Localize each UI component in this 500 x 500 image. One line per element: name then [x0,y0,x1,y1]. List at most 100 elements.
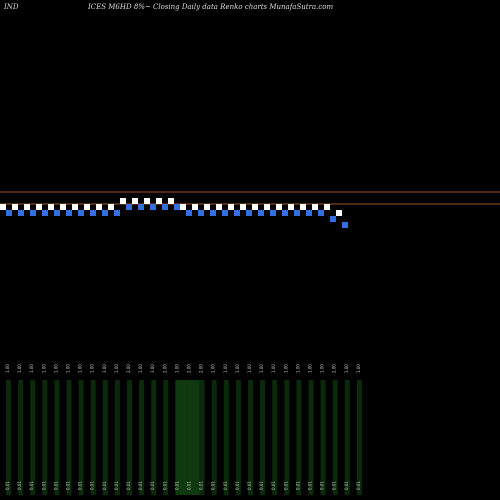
volume-bar [127,380,132,495]
brick-value-label: 1.00 [5,364,10,373]
renko-brick-down [342,222,348,228]
volume-label: 0.01 [235,481,240,490]
brick-value-label: 1.00 [78,364,83,373]
volume-layer: 1.00 0.01 1.00 0.01 1.00 0.01 1.00 0.01 1.00 0.01… [5,364,362,495]
brick-value-label: 2.00 [199,364,204,373]
brick-value-label: 1.00 [174,364,179,373]
renko-brick-up [12,204,18,210]
brick-value-label: 1.00 [235,364,240,373]
renko-brick-up [252,204,258,210]
renko-brick-down [114,210,120,216]
volume-bar [18,380,24,495]
brick-value-label: 2.00 [162,364,167,373]
renko-brick-up [36,204,42,210]
volume-label: 0.01 [90,481,95,490]
volume-label: 0.01 [102,481,107,490]
brick-value-label: 2.00 [187,364,192,373]
volume-bar [235,380,241,495]
volume-label: 0.01 [356,481,361,490]
renko-brick-up [156,198,162,204]
brick-value-label: 1.00 [114,364,119,373]
brick-value-label: 1.00 [247,364,252,373]
renko-brick-up [144,198,150,204]
renko-brick-down [246,210,252,216]
renko-brick-up [228,204,234,210]
volume-label: 0.01 [29,481,34,490]
volume-bar [320,380,326,495]
renko-brick-down [126,204,132,210]
volume-label: 0.01 [78,481,83,490]
renko-brick-down [42,210,48,216]
volume-label: 0.01 [295,481,300,490]
volume-label: 0.01 [344,481,349,490]
bricks-layer [0,198,348,228]
renko-brick-up [84,204,90,210]
volume-label: 0.01 [174,481,179,490]
renko-brick-up [312,204,318,210]
renko-brick-down [102,210,108,216]
renko-brick-down [138,204,144,210]
header-left: IND [3,3,19,11]
renko-brick-down [90,210,96,216]
renko-brick-up [120,198,126,204]
volume-bar [90,380,96,495]
brick-value-label: 1.00 [66,364,71,373]
volume-label: 0.01 [66,481,71,490]
volume-bar [54,380,60,495]
renko-brick-down [66,210,72,216]
renko-brick-up [24,204,30,210]
renko-brick-down [282,210,288,216]
brick-value-label: 1.00 [41,364,46,373]
volume-label: 0.01 [187,481,192,490]
volume-bar [139,380,145,495]
brick-value-label: 1.00 [295,364,300,373]
brick-value-label: 1.00 [283,364,288,373]
volume-label: 0.01 [283,481,288,490]
volume-bar [163,380,169,495]
renko-brick-up [132,198,138,204]
volume-label: 0.01 [5,481,10,490]
renko-brick-up [264,204,270,210]
renko-brick-down [198,210,204,216]
volume-bar [78,380,84,495]
renko-brick-down [294,210,300,216]
brick-value-label: 1.00 [259,364,264,373]
volume-label: 0.01 [259,481,264,490]
volume-bar [6,380,11,495]
renko-brick-up [168,198,174,204]
volume-label: 0.01 [223,481,228,490]
renko-brick-up [180,204,186,210]
renko-brick-down [150,204,156,210]
volume-bar [42,380,48,495]
renko-brick-down [6,210,12,216]
volume-bar [284,380,290,495]
volume-bar [187,380,200,495]
volume-bar [296,380,302,495]
renko-brick-up [336,210,342,216]
renko-brick-down [210,210,216,216]
renko-brick-up [240,204,246,210]
renko-brick-down [258,210,264,216]
volume-bar [211,380,217,495]
volume-bar [114,380,120,495]
volume-bar [272,380,278,495]
volume-bar [175,380,188,495]
volume-bar [66,380,72,495]
volume-label: 0.01 [17,481,22,490]
renko-brick-down [222,210,228,216]
brick-value-label: 1.00 [271,364,276,373]
volume-bar [30,380,36,495]
volume-label: 0.01 [308,481,313,490]
volume-bar [223,380,229,495]
brick-value-label: 1.00 [90,364,95,373]
brick-value-label: 1.00 [102,364,107,373]
volume-bar [260,380,266,495]
renko-brick-up [276,204,282,210]
volume-bar [151,380,157,495]
renko-brick-down [162,204,168,210]
volume-bar [199,380,205,495]
chart-title: ICES M6HD 8%~ Closing Daily data Renko c… [87,3,333,11]
volume-label: 0.01 [41,481,46,490]
